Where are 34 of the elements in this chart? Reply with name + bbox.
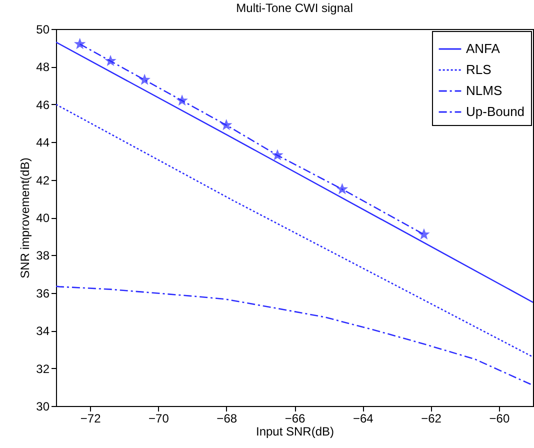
- x-tick-label: −60: [489, 412, 510, 426]
- legend-label: ANFA: [466, 41, 500, 56]
- y-tick-label: 42: [36, 173, 50, 188]
- point: [106, 56, 116, 66]
- y-axis-title: SNR improvement(dB): [18, 158, 32, 278]
- x-tick-label: −62: [421, 412, 442, 426]
- point: [272, 150, 282, 160]
- y-tick-label: 36: [36, 286, 50, 300]
- y-tick-label: 40: [36, 211, 50, 225]
- y-tick-label: 30: [36, 400, 50, 414]
- point: [140, 74, 150, 84]
- point: [337, 184, 348, 194]
- point: [177, 95, 188, 105]
- y-tick-label: 46: [36, 98, 50, 112]
- y-tick-label: 32: [36, 362, 50, 376]
- y-tick-label: 50: [36, 22, 50, 36]
- x-tick-label: −68: [216, 412, 238, 426]
- point: [418, 229, 429, 239]
- y-tick-label: 44: [36, 136, 50, 150]
- point: [74, 38, 85, 48]
- x-tick-label: −64: [352, 412, 374, 426]
- x-tick-label: −70: [148, 412, 170, 426]
- chart-title: Multi-Tone CWI signal: [236, 1, 353, 15]
- y-tick-label: 38: [36, 248, 50, 263]
- point: [221, 120, 232, 130]
- x-tick-label: −72: [80, 412, 102, 426]
- legend-label: RLS: [466, 62, 492, 77]
- y-tick-label: 34: [36, 324, 50, 338]
- y-tick-label: 48: [36, 60, 50, 74]
- legend-label: Up-Bound: [466, 104, 525, 119]
- x-tick-label: −66: [284, 412, 306, 426]
- legend-label: NLMS: [466, 83, 502, 98]
- x-axis-title: Input SNR(dB): [256, 424, 334, 438]
- line-series: [56, 286, 533, 386]
